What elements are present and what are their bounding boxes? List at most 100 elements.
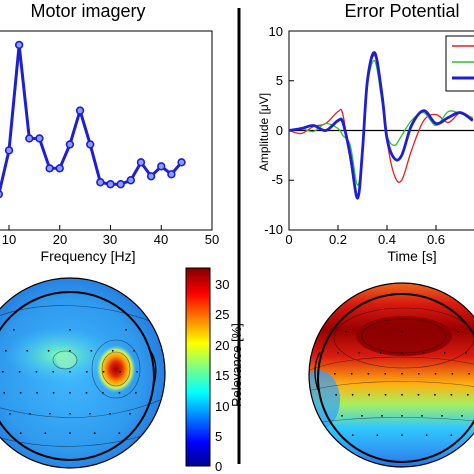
- electrode-dot: [35, 370, 38, 373]
- right-head-ear-left: [314, 351, 321, 391]
- error-topomap-left-cool: [309, 370, 340, 430]
- electrode-dot: [129, 412, 131, 415]
- electrode-dot: [417, 393, 420, 396]
- error-topomap-peak: [356, 316, 452, 356]
- right-y-tick-0: 0: [276, 123, 283, 138]
- electrode-dot: [336, 351, 339, 354]
- electrode-dot: [69, 328, 71, 331]
- electrode-dot: [85, 370, 88, 373]
- electrode-dot: [344, 330, 347, 333]
- erp-blue-line: [289, 51, 474, 200]
- motor-imagery-topomap: [0, 277, 166, 469]
- left-chart-axes: [0, 30, 213, 231]
- electrode-dot: [333, 372, 336, 375]
- frequency-point: [177, 158, 186, 167]
- electrode-dot: [4, 349, 7, 352]
- electrode-dot: [69, 412, 71, 415]
- right-x-tick-0: 0: [285, 232, 292, 247]
- frequency-point: [25, 134, 34, 143]
- electrode-dot: [69, 370, 71, 373]
- electrode-dot: [379, 351, 382, 354]
- frequency-point: [0, 190, 4, 199]
- electrode-dot: [118, 391, 121, 394]
- electrode-dot: [69, 349, 71, 352]
- electrode-dot: [29, 412, 31, 415]
- electrode-dot: [26, 349, 29, 352]
- electrode-dot: [450, 434, 453, 437]
- error-topomap-background: [309, 283, 474, 467]
- topomap-contours: [0, 305, 161, 447]
- left-x-tick-30: 30: [103, 232, 117, 247]
- electrode-dot: [401, 372, 403, 375]
- electrode-dot: [351, 393, 354, 396]
- colorbar-tick-20: 20: [215, 338, 229, 353]
- colorbar-gradient: [185, 267, 211, 467]
- electrode-dot: [422, 351, 425, 354]
- electrode-dot: [9, 412, 11, 415]
- electrode-dot: [367, 372, 370, 375]
- electrode-dot: [52, 391, 55, 394]
- electrode-dot: [90, 349, 93, 352]
- left-x-tick-20: 20: [53, 232, 67, 247]
- electrode-dot: [434, 372, 437, 375]
- electrode-dot: [368, 393, 370, 396]
- electrode-dot: [52, 370, 55, 373]
- electrode-dot: [93, 432, 96, 435]
- colorbar: 30 25 20 15 10 5 0 Relevance [%]: [185, 267, 244, 474]
- frequency-point: [146, 172, 156, 181]
- electrode-dot: [1, 370, 4, 373]
- electrode-dot: [12, 328, 15, 331]
- colorbar-label: Relevance [%]: [229, 323, 244, 407]
- right-y-tick-minus5: -5: [271, 172, 283, 187]
- electrode-dot: [358, 351, 361, 354]
- electrode-dot: [401, 393, 403, 396]
- electrode-dot: [134, 391, 137, 394]
- frequency-point: [136, 158, 146, 167]
- colorbar-tick-10: 10: [215, 399, 229, 414]
- electrode-dot: [434, 393, 436, 396]
- frequency-relevance-line: [0, 43, 183, 195]
- right-y-tick-5: 5: [276, 73, 283, 88]
- left-x-tick-40: 40: [154, 232, 168, 247]
- left-x-tick-10: 10: [2, 232, 16, 247]
- electrode-dot: [401, 330, 403, 333]
- electrode-dot: [351, 434, 354, 437]
- frequency-point: [157, 162, 166, 171]
- electrode-dot: [47, 349, 50, 352]
- electrode-dot: [450, 393, 453, 396]
- left-head-outline: [0, 277, 166, 469]
- colorbar-tick-0: 0: [215, 459, 222, 474]
- error-topomap-contours: [309, 307, 474, 426]
- left-panel-title: Motor imagery: [30, 1, 145, 21]
- frequency-point: [75, 106, 85, 115]
- electrode-dot: [89, 412, 91, 415]
- legend: [445, 35, 474, 92]
- right-y-axis-label: Amplitude [μV]: [257, 93, 271, 171]
- right-head-outline: [308, 282, 474, 468]
- right-y-tick-10: 10: [269, 24, 283, 39]
- electrode-dot: [111, 349, 114, 352]
- electrode-dot: [401, 351, 403, 354]
- frequency-point: [126, 176, 136, 185]
- electrode-dot: [335, 393, 338, 396]
- electrode-dot: [85, 391, 88, 394]
- electrode-dot: [425, 434, 428, 437]
- electrode-dot: [136, 370, 139, 373]
- electrode-dot: [341, 414, 343, 417]
- frequency-point: [167, 170, 176, 179]
- electrode-dot: [376, 434, 379, 437]
- electrode-dot: [443, 351, 446, 354]
- frequency-point: [85, 140, 95, 149]
- colorbar-tick-25: 25: [215, 307, 229, 322]
- left-chart-x-ticks: [8, 225, 213, 230]
- electrode-dot: [457, 330, 460, 333]
- electrode-dot: [44, 432, 47, 435]
- electrode-dot: [119, 370, 122, 373]
- electrode-dot: [125, 328, 128, 331]
- electrode-dot: [102, 391, 104, 394]
- electrode-dot: [109, 412, 111, 415]
- right-scalp-circle: [317, 293, 474, 463]
- electrode-dot: [69, 432, 71, 435]
- topomap-cool-region: [56, 352, 76, 368]
- electrode-dot: [461, 414, 463, 417]
